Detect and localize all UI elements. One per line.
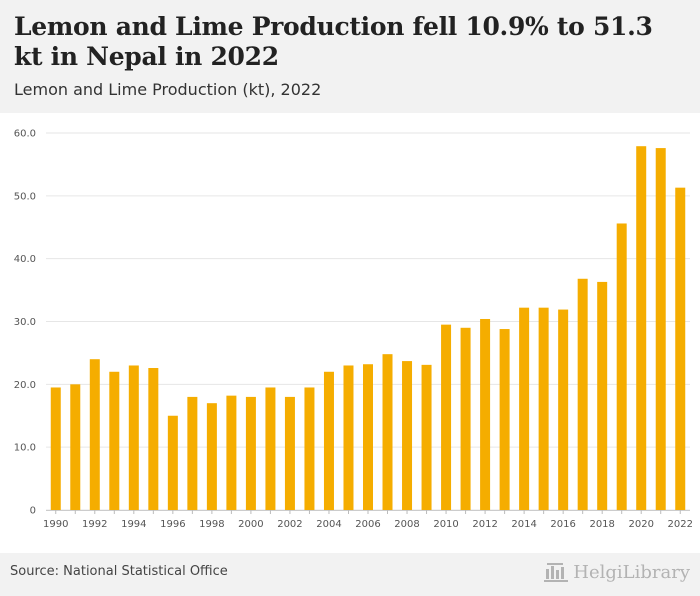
bar-2012 <box>480 318 491 510</box>
bar-2016 <box>558 309 569 510</box>
bar-1994 <box>128 365 139 510</box>
bar-1998 <box>206 403 217 510</box>
x-tick-label: 2014 <box>511 519 536 530</box>
y-tick-label: 60.0 <box>14 129 36 140</box>
x-tick-label: 2018 <box>589 519 614 530</box>
y-tick-label: 10.0 <box>14 443 36 454</box>
bar-1995 <box>148 367 159 510</box>
bar-1991 <box>70 384 81 510</box>
bar-chart: 0 10.0 20.0 30.0 40.0 50.0 60.0 1990 1992 1994 199… <box>14 129 693 531</box>
bar-2005 <box>343 365 354 510</box>
bar-2013 <box>499 329 510 510</box>
bar-2015 <box>538 307 549 510</box>
bar-2009 <box>421 364 432 510</box>
bar-1993 <box>109 371 120 510</box>
x-tick-label: 2022 <box>668 519 693 530</box>
bar-2001 <box>265 387 276 510</box>
header: Lemon and Lime Production fell 10.9% to … <box>0 0 700 113</box>
bar-1992 <box>89 359 100 510</box>
bar-2022 <box>675 187 686 510</box>
bar-1999 <box>226 395 237 510</box>
bar-2006 <box>363 364 373 510</box>
x-tick-label: 2016 <box>550 519 575 530</box>
x-tick-label: 1992 <box>82 519 107 530</box>
x-tick-label: 1998 <box>199 519 224 530</box>
logo-text: HelgiLibrary <box>573 561 690 583</box>
y-tick-label: 20.0 <box>14 380 36 391</box>
bar-2010 <box>441 324 452 510</box>
x-tick-label: 2002 <box>277 519 302 530</box>
y-tick-label: 40.0 <box>14 254 36 265</box>
bar-2014 <box>519 307 530 510</box>
bar-2020 <box>636 146 647 510</box>
bar-2007 <box>382 354 393 510</box>
y-tick-label: 0 <box>30 506 36 517</box>
page-title: Lemon and Lime Production fell 10.9% to … <box>14 12 653 71</box>
bar-1997 <box>187 396 198 510</box>
bar-2018 <box>597 281 608 510</box>
x-tick-label: 1994 <box>121 519 146 530</box>
helgilibrary-logo[interactable]: HelgiLibrary <box>543 561 690 583</box>
x-tick-label: 2008 <box>394 519 419 530</box>
bar-1990 <box>50 387 61 510</box>
bar-2021 <box>655 148 666 510</box>
bar-2004 <box>323 371 334 510</box>
y-tick-label: 50.0 <box>14 191 36 202</box>
bar-2003 <box>304 387 315 510</box>
x-tick-label: 2006 <box>355 519 380 530</box>
bar-2019 <box>616 223 627 510</box>
x-tick-label: 2000 <box>238 519 263 530</box>
x-tick-label: 2004 <box>316 519 341 530</box>
footer: Source: National Statistical Office Helg… <box>0 553 700 596</box>
x-tick-label: 1996 <box>160 519 185 530</box>
bar-2008 <box>402 361 413 510</box>
bar-2000 <box>245 396 256 510</box>
x-tick-label: 2010 <box>433 519 458 530</box>
x-tick-label: 1990 <box>43 519 68 530</box>
bar-2002 <box>284 396 295 510</box>
bar-2017 <box>577 278 588 510</box>
source-text: Source: National Statistical Office <box>10 564 228 579</box>
library-icon <box>544 563 569 582</box>
x-tick-label: 2020 <box>628 519 653 530</box>
bar-1996 <box>167 415 178 510</box>
bar-2011 <box>460 327 471 510</box>
y-tick-label: 30.0 <box>14 317 36 328</box>
chart-subtitle: Lemon and Lime Production (kt), 2022 <box>14 80 322 99</box>
x-tick-label: 2012 <box>472 519 497 530</box>
